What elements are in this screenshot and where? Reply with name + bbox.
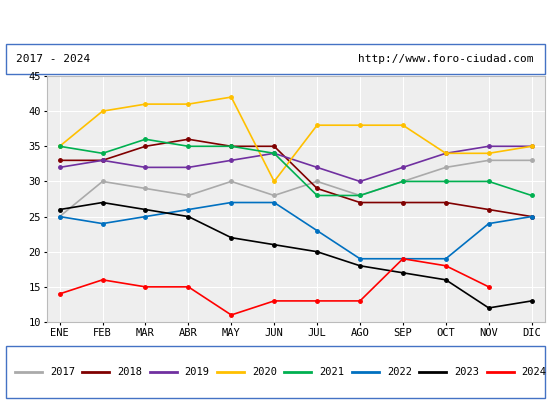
Text: http://www.foro-ciudad.com: http://www.foro-ciudad.com <box>358 54 534 64</box>
Text: 2021: 2021 <box>320 367 344 377</box>
FancyBboxPatch shape <box>6 346 544 398</box>
Text: 2024: 2024 <box>521 367 547 377</box>
Text: 2022: 2022 <box>387 367 412 377</box>
Text: 2017 - 2024: 2017 - 2024 <box>16 54 91 64</box>
Text: 2020: 2020 <box>252 367 277 377</box>
Text: Evolucion del paro registrado en Fuentelapeña: Evolucion del paro registrado en Fuentel… <box>70 14 480 28</box>
Text: 2018: 2018 <box>117 367 142 377</box>
Text: 2019: 2019 <box>185 367 210 377</box>
FancyBboxPatch shape <box>6 44 544 74</box>
Text: 2023: 2023 <box>454 367 479 377</box>
Text: 2017: 2017 <box>50 367 75 377</box>
